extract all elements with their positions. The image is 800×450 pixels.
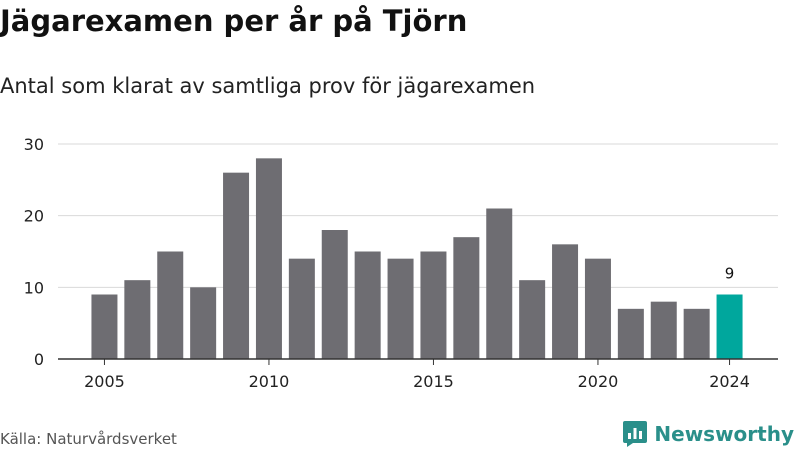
bar-chart: 0 10 20 30 2005 2010 2015 2020 2024 9 [24,135,778,391]
chart-subtitle: Antal som klarat av samtliga prov för jä… [0,74,536,98]
source-note: Källa: Naturvårdsverket [0,430,177,448]
y-tick-label-10: 10 [24,278,44,297]
brand-logo: Newsworthy [622,420,794,448]
bar-2021 [617,308,644,359]
bar-2011 [288,258,315,359]
x-tick-label-2024: 2024 [709,372,750,391]
chart-title: Jägarexamen per år på Tjörn [0,4,468,38]
x-tick-label-2010: 2010 [249,372,290,391]
bar-2017 [486,208,513,359]
bars [91,158,743,359]
x-tick-label-2020: 2020 [578,372,619,391]
bar-2009 [223,172,250,359]
bar-2024 [716,294,743,359]
bar-2010 [255,158,282,359]
bar-2016 [453,237,480,359]
data-label-2024: 9 [725,265,735,283]
brand-name: Newsworthy [654,422,794,446]
bar-2023 [683,308,710,359]
bar-2015 [420,251,447,359]
x-axis: 2005 2010 2015 2020 2024 [58,358,778,391]
x-tick-label-2015: 2015 [413,372,454,391]
bar-2018 [519,280,546,359]
bar-2012 [321,230,348,359]
bar-2022 [650,301,677,359]
bar-2013 [354,251,381,359]
y-tick-label-20: 20 [24,207,44,226]
y-tick-label-0: 0 [34,350,44,369]
bar-2005 [91,294,118,359]
bar-2020 [584,258,611,359]
data-labels: 9 [725,265,735,283]
bar-2019 [552,244,579,359]
bar-2014 [387,258,414,359]
bar-2007 [157,251,184,359]
bar-2008 [190,287,217,359]
y-tick-label-30: 30 [24,135,44,154]
x-tick-label-2005: 2005 [84,372,125,391]
y-axis: 0 10 20 30 [24,135,44,369]
bar-2006 [124,280,151,359]
bar-chart-logo-icon [623,421,648,447]
